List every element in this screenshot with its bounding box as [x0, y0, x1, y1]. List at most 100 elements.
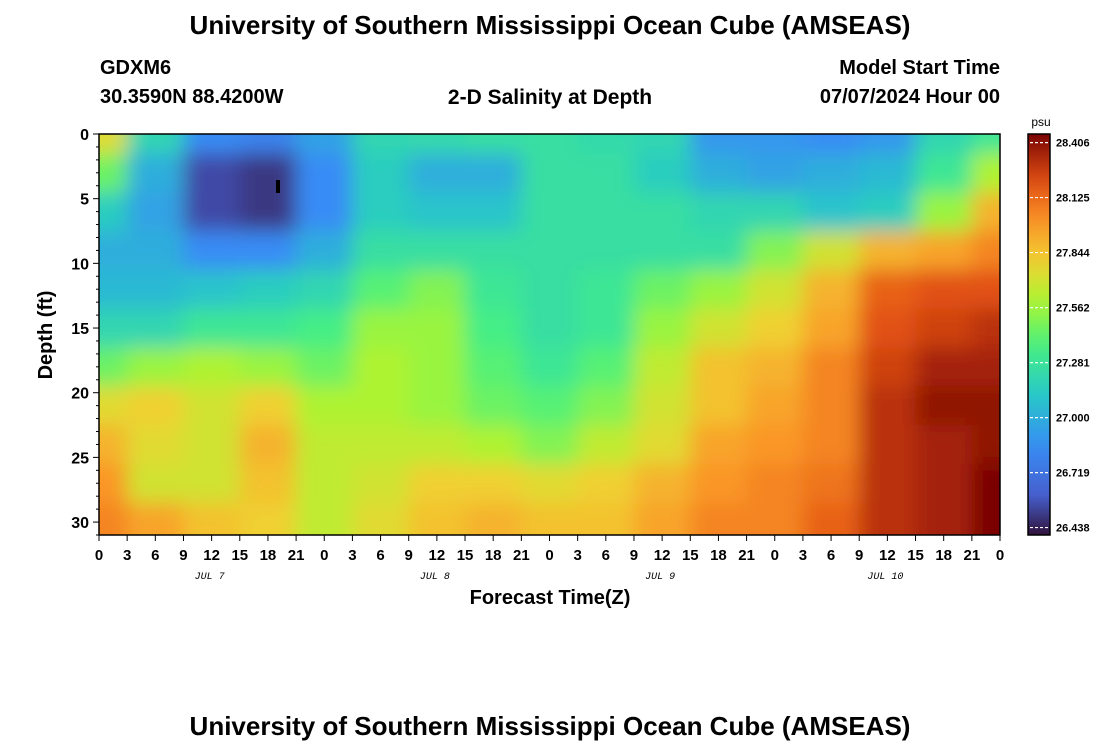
- heatmap-cell: [99, 231, 128, 271]
- heatmap-cell: [859, 308, 917, 349]
- heatmap-cell: [915, 502, 973, 535]
- heatmap-cell: [577, 386, 635, 426]
- x-tick-label: 6: [827, 547, 835, 564]
- x-tick-label: 0: [545, 547, 553, 564]
- x-tick-label: 0: [95, 547, 103, 564]
- heatmap-cell: [915, 153, 973, 193]
- heatmap-cell: [971, 347, 1000, 387]
- heatmap-cell: [127, 134, 185, 155]
- heatmap-cell: [239, 502, 297, 535]
- heatmap-cell: [802, 347, 860, 387]
- heatmap-cell: [634, 153, 692, 193]
- x-tick-label: 12: [429, 547, 446, 564]
- heatmap-cell: [577, 153, 635, 193]
- heatmap-cell: [859, 502, 917, 535]
- colorbar-tick-label: 26.438: [1056, 523, 1090, 535]
- x-tick-label: 18: [710, 547, 727, 564]
- heatmap-cell: [352, 308, 410, 349]
- heatmap-cell: [634, 502, 692, 535]
- heatmap-cell: [521, 386, 579, 426]
- heatmap-cell: [971, 134, 1000, 155]
- heatmap-cell: [239, 153, 297, 193]
- heatmap-cell: [127, 153, 185, 193]
- heatmap-cell: [296, 231, 354, 271]
- heatmap-cell: [239, 308, 297, 349]
- y-tick-label: 15: [71, 321, 89, 338]
- heatmap-cell: [746, 425, 804, 465]
- heatmap-cell: [577, 192, 635, 232]
- heatmap-cell: [408, 386, 466, 426]
- heatmap-cell: [690, 386, 748, 426]
- x-tick-label: 15: [457, 547, 474, 564]
- heatmap-cell: [127, 425, 185, 465]
- heatmap-cell: [915, 134, 973, 155]
- x-tick-label: 15: [907, 547, 924, 564]
- salinity-heatmap: [99, 134, 1000, 535]
- x-date-label: JUL 7: [195, 572, 225, 583]
- heatmap-cell: [183, 463, 241, 504]
- heatmap-cell: [521, 502, 579, 535]
- heatmap-cell: [239, 347, 297, 387]
- heatmap-cell: [127, 231, 185, 271]
- heatmap-cell: [802, 192, 860, 232]
- heatmap-cell: [690, 502, 748, 535]
- heatmap-cell: [915, 386, 973, 426]
- heatmap-cell: [971, 192, 1000, 232]
- heatmap-cell: [915, 192, 973, 232]
- heatmap-cell: [99, 134, 128, 155]
- heatmap-cell: [802, 425, 860, 465]
- heatmap-cell: [521, 231, 579, 271]
- heatmap-cell: [634, 463, 692, 504]
- heatmap-cell: [183, 425, 241, 465]
- y-tick-label: 5: [80, 192, 89, 209]
- heatmap-cell: [127, 463, 185, 504]
- x-tick-label: 0: [996, 547, 1004, 564]
- heatmap-cell: [408, 502, 466, 535]
- x-tick-label: 18: [260, 547, 277, 564]
- heatmap-cell: [577, 463, 635, 504]
- heatmap-cell: [802, 308, 860, 349]
- heatmap-cell: [690, 425, 748, 465]
- y-axis-label: Depth (ft): [35, 291, 57, 380]
- heatmap-cell: [465, 153, 523, 193]
- heatmap-cell: [521, 347, 579, 387]
- heatmap-cell: [915, 231, 973, 271]
- x-tick-label: 21: [964, 547, 981, 564]
- heatmap-cell: [634, 192, 692, 232]
- heatmap-cell: [915, 347, 973, 387]
- heatmap-cell: [746, 134, 804, 155]
- heatmap-cell: [408, 269, 466, 310]
- heatmap-cell: [352, 347, 410, 387]
- heatmap-cell: [971, 231, 1000, 271]
- heatmap-cell: [408, 308, 466, 349]
- heatmap-cell: [634, 231, 692, 271]
- footer-title: University of Southern Mississippi Ocean…: [189, 711, 911, 741]
- heatmap-cell: [971, 386, 1000, 426]
- x-tick-label: 0: [771, 547, 779, 564]
- heatmap-cell: [465, 502, 523, 535]
- x-tick-label: 6: [151, 547, 159, 564]
- heatmap-cell: [296, 192, 354, 232]
- heatmap-cell: [746, 192, 804, 232]
- x-tick-label: 18: [935, 547, 952, 564]
- heatmap-cell: [183, 502, 241, 535]
- heatmap-cell: [183, 231, 241, 271]
- heatmap-cell: [634, 425, 692, 465]
- heatmap-cell: [802, 231, 860, 271]
- heatmap-cell: [352, 192, 410, 232]
- colorbar-tick-label: 27.281: [1056, 358, 1090, 370]
- heatmap-cell: [239, 134, 297, 155]
- heatmap-cell: [296, 269, 354, 310]
- heatmap-cell: [634, 134, 692, 155]
- x-tick-label: 9: [179, 547, 187, 564]
- colorbar: psu 28.406 28.125 27.844 27.562 27.281 27.000…: [1027, 115, 1091, 536]
- heatmap-cell: [408, 231, 466, 271]
- heatmap-cell: [127, 308, 185, 349]
- heatmap-cell: [802, 153, 860, 193]
- heatmap-cell: [352, 425, 410, 465]
- heatmap-cell: [352, 153, 410, 193]
- heatmap-cell: [521, 153, 579, 193]
- heatmap-cell: [296, 502, 354, 535]
- x-tick-label: 3: [799, 547, 807, 564]
